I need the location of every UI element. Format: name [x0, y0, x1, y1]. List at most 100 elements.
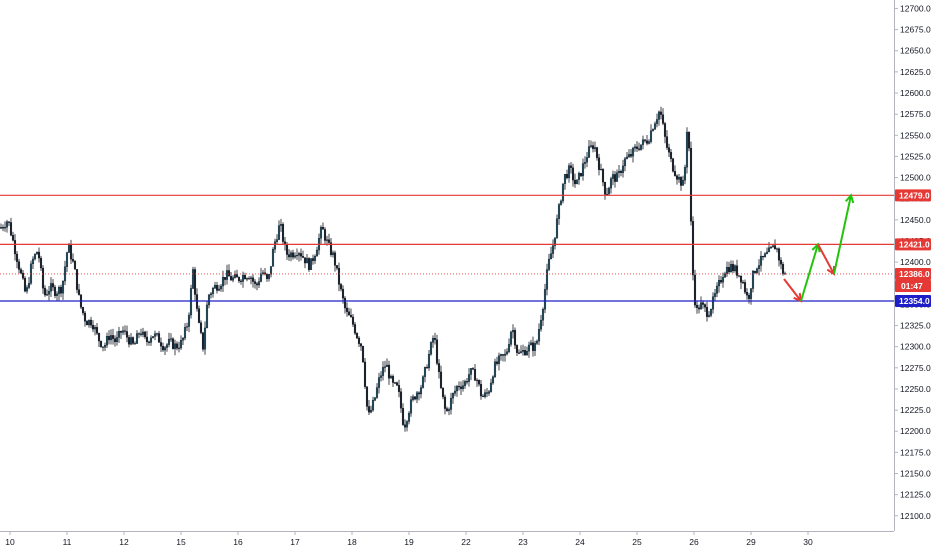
candle-body [273, 241, 277, 250]
candle-body [583, 162, 587, 164]
projection-arrow-shaft[interactable] [833, 195, 852, 275]
candle-body [257, 281, 261, 286]
candle-body [35, 251, 39, 255]
candle-body [457, 386, 461, 388]
candle-body [731, 264, 735, 272]
candle-body [339, 284, 343, 290]
candle-body [107, 336, 111, 341]
candle-body [71, 259, 75, 262]
candle-body [763, 253, 767, 258]
horizontal-levels [0, 194, 894, 302]
candle-body [51, 283, 55, 288]
candle-body [127, 337, 131, 345]
candle-body [631, 147, 635, 157]
candle-body [455, 386, 459, 392]
candle-body [253, 281, 257, 284]
candle-body [459, 386, 463, 389]
candle-body [377, 377, 381, 388]
candle-body [293, 255, 297, 258]
candle-body [551, 245, 555, 254]
candle-body [43, 288, 47, 296]
candle-body [275, 239, 279, 242]
projection-arrow-head[interactable] [845, 193, 855, 204]
candle-body [767, 247, 771, 253]
candle-body [549, 253, 553, 260]
candle-body [223, 277, 227, 280]
candle-body [599, 169, 603, 171]
candle-body [373, 397, 377, 401]
candle-body [351, 316, 355, 325]
candle-body [39, 257, 43, 269]
candle-body [659, 111, 663, 115]
candle-body [85, 321, 89, 326]
candle-body [429, 342, 433, 355]
candle-body [9, 222, 13, 236]
candle-body [135, 333, 139, 344]
candle-body [775, 248, 779, 250]
candle-body [577, 172, 581, 180]
candle-body [759, 255, 763, 266]
candle-body [733, 265, 737, 272]
candle-body [323, 229, 327, 241]
candle-body [701, 302, 705, 305]
projection-arrow-shaft[interactable] [783, 278, 802, 302]
candle-body [633, 146, 637, 149]
candle-body [483, 392, 487, 397]
candle-body [707, 315, 711, 317]
candle-body [617, 170, 621, 173]
candle-body [475, 379, 479, 382]
candle-body [567, 165, 571, 179]
candle-body [651, 129, 655, 131]
candle-body [289, 252, 293, 258]
candle-body [715, 285, 719, 294]
candle-body [157, 333, 161, 343]
y-tick-label: 12325.0 [900, 321, 931, 331]
candle-body [757, 265, 761, 269]
candle-body [445, 408, 449, 411]
candle-body [477, 379, 481, 385]
y-tick-label: 12250.0 [900, 384, 931, 394]
candle-body [227, 270, 231, 277]
candle-body [465, 381, 469, 383]
candle-body [321, 227, 325, 230]
candle-body [49, 283, 53, 292]
candle-body [585, 157, 589, 163]
candle-body [421, 376, 425, 388]
candle-body [637, 148, 641, 150]
candle-body [629, 154, 633, 157]
x-tick-label: 16 [233, 537, 243, 547]
projection-arrow-shaft[interactable] [800, 244, 819, 302]
candle-body [149, 337, 153, 343]
candle-body [225, 270, 229, 280]
candle-body [229, 276, 233, 281]
x-tick-label: 22 [461, 537, 471, 547]
candle-body [569, 165, 573, 168]
candle-body [387, 364, 391, 379]
candle-body [233, 274, 237, 278]
candle-body [89, 319, 93, 326]
candle-body [153, 333, 157, 337]
candle-body [467, 374, 471, 382]
candle-body [401, 408, 405, 425]
candle-body [37, 251, 41, 259]
projection-arrow-shaft[interactable] [817, 243, 835, 275]
candle-body [687, 131, 691, 149]
candle-body [161, 346, 165, 351]
candle-body [243, 275, 247, 280]
candle-body [751, 270, 755, 289]
candle-body [719, 280, 723, 283]
candle-body [95, 327, 99, 334]
candle-body [407, 413, 411, 422]
candle-body [41, 267, 45, 289]
candle-body [591, 145, 595, 149]
candle-body [205, 304, 209, 329]
candle-body [345, 307, 349, 312]
candle-body [689, 147, 693, 222]
price-badge-label: 12354.0 [899, 296, 930, 306]
candle-body [597, 157, 601, 170]
candle-body [447, 409, 451, 411]
candle-body [319, 227, 323, 239]
candle-body [485, 392, 489, 394]
candle-body [115, 337, 119, 343]
